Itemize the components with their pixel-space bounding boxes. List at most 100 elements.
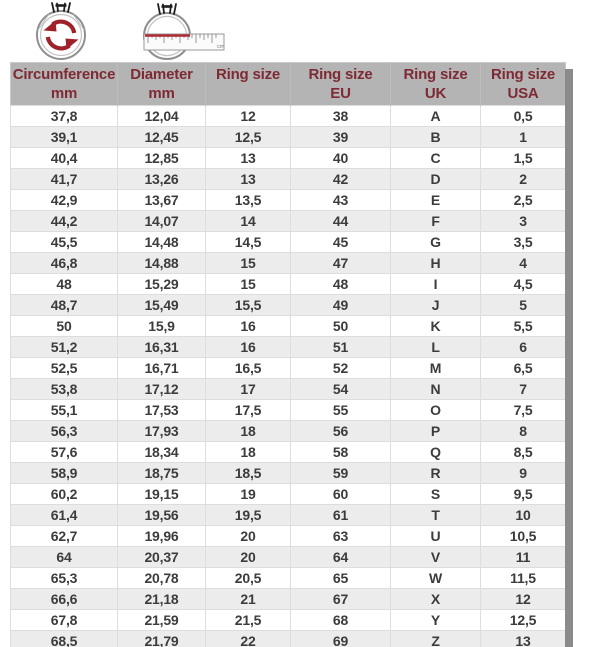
table-cell: D <box>390 168 481 190</box>
table-cell: 17,93 <box>117 420 206 442</box>
table-cell: 2 <box>480 168 566 190</box>
ring-size-table-container: Circumference mm Diameter mm Ring size R… <box>10 62 573 647</box>
table-cell: 15,5 <box>205 294 291 316</box>
table-body: 37,8 12,04 12 38 A 0,5 39,1 12,45 12,5 39 B 1 40,4 12… <box>10 105 566 647</box>
table-cell: 13 <box>205 147 291 169</box>
table-cell: 45 <box>290 231 391 253</box>
table-row: 45,5 14,48 14,5 45 G 3,5 <box>10 231 566 253</box>
table-cell: 43 <box>290 189 391 211</box>
table-cell: P <box>390 420 481 442</box>
table-cell: Q <box>390 441 481 463</box>
table-cell: 18 <box>205 420 291 442</box>
table-cell: 44 <box>290 210 391 232</box>
table-cell: B <box>390 126 481 148</box>
table-cell: 14 <box>205 210 291 232</box>
table-cell: 13,67 <box>117 189 206 211</box>
table-cell: 53,8 <box>10 378 118 400</box>
table-cell: 19,56 <box>117 504 206 526</box>
table-cell: 6 <box>480 336 566 358</box>
table-cell: 21,18 <box>117 588 206 610</box>
table-cell: 40 <box>290 147 391 169</box>
table-cell: 68 <box>290 609 391 631</box>
table-cell: 59 <box>290 462 391 484</box>
table-cell: 16 <box>205 315 291 337</box>
header-line2: mm <box>50 85 78 102</box>
table-cell: 57,6 <box>10 441 118 463</box>
table-row: 68,5 21,79 22 69 Z 13 <box>10 630 566 647</box>
table-cell: 11,5 <box>480 567 566 589</box>
table-cell: I <box>390 273 481 295</box>
table-cell: Y <box>390 609 481 631</box>
table-cell: 9 <box>480 462 566 484</box>
table-cell: 42,9 <box>10 189 118 211</box>
table-cell: 65 <box>290 567 391 589</box>
table-cell: 61,4 <box>10 504 118 526</box>
table-cell: 10,5 <box>480 525 566 547</box>
table-cell: 14,88 <box>117 252 206 274</box>
table-cell: C <box>390 147 481 169</box>
measurement-icons: cm <box>0 0 600 62</box>
table-cell: 65,3 <box>10 567 118 589</box>
table-cell: 17,12 <box>117 378 206 400</box>
table-cell: 44,2 <box>10 210 118 232</box>
table-cell: 20,5 <box>205 567 291 589</box>
table-cell: 12,85 <box>117 147 206 169</box>
header-row: Circumference mm Diameter mm Ring size R… <box>10 62 566 106</box>
table-row: 50 15,9 16 50 K 5,5 <box>10 315 566 337</box>
table-cell: 64 <box>10 546 118 568</box>
table-row: 48,7 15,49 15,5 49 J 5 <box>10 294 566 316</box>
header-line1: Ring size <box>490 66 556 83</box>
table-cell: 12 <box>205 105 291 127</box>
table-cell: 51 <box>290 336 391 358</box>
table-cell: 15,49 <box>117 294 206 316</box>
table-row: 56,3 17,93 18 56 P 8 <box>10 420 566 442</box>
table-cell: 48 <box>290 273 391 295</box>
table-cell: 58 <box>290 441 391 463</box>
table-cell: 19,96 <box>117 525 206 547</box>
table-cell: 12,45 <box>117 126 206 148</box>
table-cell: 67,8 <box>10 609 118 631</box>
header-line1: Circumference <box>12 66 116 83</box>
table-cell: 14,07 <box>117 210 206 232</box>
col-header-ring-size: Ring size <box>205 62 291 106</box>
table-cell: 48 <box>10 273 118 295</box>
ruler-unit-label: cm <box>217 44 225 50</box>
table-cell: 15 <box>205 252 291 274</box>
table-cell: 17,53 <box>117 399 206 421</box>
table-cell: J <box>390 294 481 316</box>
table-cell: 12 <box>480 588 566 610</box>
header-line2: UK <box>424 85 447 102</box>
table-cell: 41,7 <box>10 168 118 190</box>
table-cell: 21,5 <box>205 609 291 631</box>
table-row: 53,8 17,12 17 54 N 7 <box>10 378 566 400</box>
table-cell: 0,5 <box>480 105 566 127</box>
table-cell: 18,34 <box>117 441 206 463</box>
table-row: 42,9 13,67 13,5 43 E 2,5 <box>10 189 566 211</box>
table-cell: T <box>390 504 481 526</box>
table-cell: 16 <box>205 336 291 358</box>
table-cell: 16,71 <box>117 357 206 379</box>
table-row: 61,4 19,56 19,5 61 T 10 <box>10 504 566 526</box>
table-cell: S <box>390 483 481 505</box>
table-cell: 13,26 <box>117 168 206 190</box>
table-cell: 17 <box>205 378 291 400</box>
table-cell: 21,79 <box>117 630 206 647</box>
table-row: 58,9 18,75 18,5 59 R 9 <box>10 462 566 484</box>
table-row: 51,2 16,31 16 51 L 6 <box>10 336 566 358</box>
table-cell: 20,78 <box>117 567 206 589</box>
table-cell: 47 <box>290 252 391 274</box>
table-cell: 55,1 <box>10 399 118 421</box>
table-cell: 42 <box>290 168 391 190</box>
table-row: 66,6 21,18 21 67 X 12 <box>10 588 566 610</box>
table-cell: 37,8 <box>10 105 118 127</box>
table-row: 46,8 14,88 15 47 H 4 <box>10 252 566 274</box>
table-cell: 62,7 <box>10 525 118 547</box>
table-cell: 19 <box>205 483 291 505</box>
table-cell: 21,59 <box>117 609 206 631</box>
table-cell: M <box>390 357 481 379</box>
table-cell: 60 <box>290 483 391 505</box>
table-cell: 19,15 <box>117 483 206 505</box>
table-cell: 5 <box>480 294 566 316</box>
table-row: 55,1 17,53 17,5 55 O 7,5 <box>10 399 566 421</box>
table-cell: O <box>390 399 481 421</box>
